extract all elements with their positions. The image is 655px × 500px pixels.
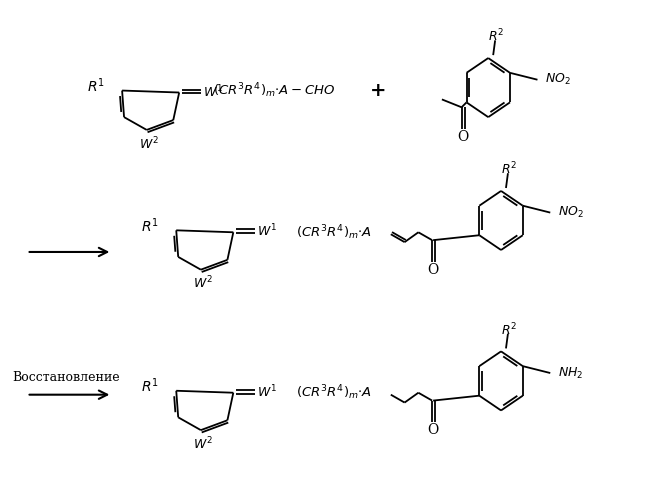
Text: $(CR^3R^4)_m{\cdot}A-CHO$: $(CR^3R^4)_m{\cdot}A-CHO$ (214, 81, 336, 100)
Text: +: + (370, 82, 386, 100)
Text: $W^1$: $W^1$ (257, 384, 277, 400)
Text: $W^1$: $W^1$ (203, 83, 223, 100)
Text: $R^2$: $R^2$ (488, 28, 504, 44)
Text: $R^2$: $R^2$ (501, 322, 517, 338)
Text: $R^1$: $R^1$ (141, 216, 159, 234)
Text: $W^2$: $W^2$ (193, 436, 213, 452)
Text: $(CR^3R^4)_m{\cdot}A$: $(CR^3R^4)_m{\cdot}A$ (295, 223, 372, 242)
Text: $(CR^3R^4)_m{\cdot}A$: $(CR^3R^4)_m{\cdot}A$ (295, 384, 372, 402)
Text: $W^1$: $W^1$ (257, 223, 277, 240)
Text: $NO_2$: $NO_2$ (558, 205, 584, 220)
Text: $R^1$: $R^1$ (141, 376, 159, 395)
Text: O: O (428, 423, 439, 437)
Text: O: O (428, 262, 439, 276)
Text: $NH_2$: $NH_2$ (558, 366, 584, 380)
Text: $R^2$: $R^2$ (501, 161, 517, 178)
Text: $NO_2$: $NO_2$ (546, 72, 571, 88)
Text: $W^2$: $W^2$ (193, 275, 213, 292)
Text: O: O (457, 130, 468, 144)
Text: Восстановление: Восстановление (12, 372, 120, 384)
Text: $R^1$: $R^1$ (86, 76, 104, 95)
Text: $W^2$: $W^2$ (139, 136, 159, 152)
